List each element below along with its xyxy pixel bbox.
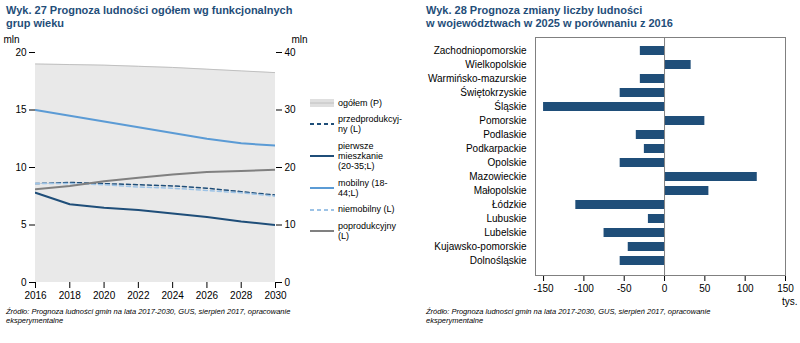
svg-text:Opolskie: Opolskie bbox=[488, 157, 527, 168]
svg-text:30: 30 bbox=[285, 104, 297, 115]
html-text:poprodukcyjny (L): poprodukcyjny (L) bbox=[338, 220, 396, 241]
html-text:ogółem (P): ogółem (P) bbox=[338, 97, 382, 108]
svg-text:40: 40 bbox=[285, 47, 297, 58]
svg-text:Wielkopolskie: Wielkopolskie bbox=[465, 59, 527, 70]
svg-text:5: 5 bbox=[21, 219, 27, 230]
svg-text:Śląskie: Śląskie bbox=[494, 100, 527, 112]
svg-text:-50: -50 bbox=[617, 283, 632, 294]
html-text:przedprodukcyj- ny (L): przedprodukcyj- ny (L) bbox=[338, 114, 402, 135]
svg-text:2030: 2030 bbox=[264, 290, 287, 301]
html-text:Źródło: Prognoza ludności gmin: Źródło: Prognoza ludności gmin na lata 2… bbox=[6, 307, 291, 325]
svg-text:2022: 2022 bbox=[127, 290, 150, 301]
svg-text:Lubuskie: Lubuskie bbox=[486, 213, 526, 224]
svg-text:Dolnośląskie: Dolnośląskie bbox=[470, 255, 527, 266]
svg-text:Warmińsko-mazurskie: Warmińsko-mazurskie bbox=[428, 73, 527, 84]
svg-text:20: 20 bbox=[285, 162, 297, 173]
svg-text:mln: mln bbox=[4, 34, 20, 45]
svg-text:2018: 2018 bbox=[59, 290, 82, 301]
svg-text:100: 100 bbox=[737, 283, 754, 294]
svg-text:0: 0 bbox=[21, 277, 27, 288]
html-text:Wyk. 27 Prognoza ludności ogół: Wyk. 27 Prognoza ludności ogółem wg funk… bbox=[6, 4, 293, 30]
svg-text:Świętokrzyskie: Świętokrzyskie bbox=[460, 86, 527, 98]
svg-text:Zachodniopomorskie: Zachodniopomorskie bbox=[434, 45, 527, 56]
svg-text:10: 10 bbox=[285, 219, 297, 230]
svg-text:50: 50 bbox=[699, 283, 711, 294]
svg-text:0: 0 bbox=[662, 283, 668, 294]
svg-text:2026: 2026 bbox=[196, 290, 219, 301]
svg-text:Mazowieckie: Mazowieckie bbox=[469, 171, 527, 182]
svg-text:15: 15 bbox=[15, 104, 27, 115]
svg-text:mln: mln bbox=[291, 34, 307, 45]
html-text:Wyk. 28 Prognoza zmiany liczby: Wyk. 28 Prognoza zmiany liczby ludności … bbox=[426, 4, 673, 30]
svg-text:Małopolskie: Małopolskie bbox=[474, 185, 527, 196]
svg-text:10: 10 bbox=[15, 162, 27, 173]
html-text:pierwsze mieszkanie (20-35;L): pierwsze mieszkanie (20-35;L) bbox=[338, 140, 383, 172]
svg-text:0: 0 bbox=[285, 277, 291, 288]
svg-text:2028: 2028 bbox=[230, 290, 253, 301]
svg-text:Lubelskie: Lubelskie bbox=[484, 227, 527, 238]
svg-text:150: 150 bbox=[777, 283, 794, 294]
svg-text:-100: -100 bbox=[574, 283, 594, 294]
svg-text:2024: 2024 bbox=[162, 290, 185, 301]
svg-text:Pomorskie: Pomorskie bbox=[479, 115, 527, 126]
svg-text:2016: 2016 bbox=[24, 290, 47, 301]
html-text:Źródło: Prognoza ludności gmin: Źródło: Prognoza ludności gmin na lata 2… bbox=[426, 307, 711, 325]
svg-text:Łódzkie: Łódzkie bbox=[492, 199, 527, 210]
svg-text:-150: -150 bbox=[534, 283, 554, 294]
svg-text:tys.: tys. bbox=[782, 296, 798, 307]
svg-text:Podlaskie: Podlaskie bbox=[483, 129, 527, 140]
svg-text:2020: 2020 bbox=[93, 290, 116, 301]
svg-text:Kujawsko-pomorskie: Kujawsko-pomorskie bbox=[434, 241, 527, 252]
html-text:niemobilny (L): niemobilny (L) bbox=[338, 204, 395, 215]
html-text:mobilny (18- 44;L): mobilny (18- 44;L) bbox=[338, 177, 388, 198]
svg-text:20: 20 bbox=[15, 47, 27, 58]
svg-text:Podkarpackie: Podkarpackie bbox=[466, 143, 527, 154]
